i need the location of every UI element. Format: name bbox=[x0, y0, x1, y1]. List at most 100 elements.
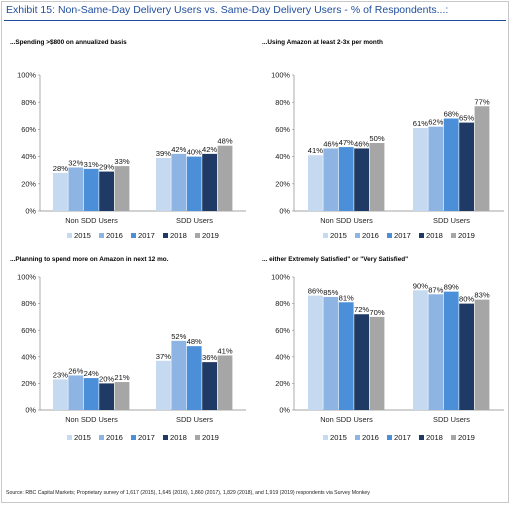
data-label: 41% bbox=[217, 346, 232, 355]
data-label: 21% bbox=[114, 373, 129, 382]
bar-2019-non-sdd bbox=[369, 316, 385, 410]
legend-swatch-2018 bbox=[163, 233, 168, 238]
data-label: 20% bbox=[99, 374, 114, 383]
y-tick-label: 20% bbox=[275, 179, 290, 188]
chart-title: ... either Extremely Satisfied" or "Very… bbox=[262, 256, 408, 263]
data-label: 89% bbox=[444, 283, 459, 292]
legend-label-2019: 2019 bbox=[202, 433, 219, 442]
bar-2018-sdd bbox=[459, 303, 474, 410]
legend-swatch-2016 bbox=[355, 233, 360, 238]
category-label: SDD Users bbox=[433, 216, 470, 225]
bar-2015-non-sdd bbox=[53, 379, 68, 410]
data-label: 46% bbox=[354, 139, 369, 148]
bar-2017-non-sdd bbox=[83, 378, 99, 410]
y-tick-label: 40% bbox=[275, 352, 290, 361]
data-label: 29% bbox=[99, 163, 114, 172]
chart-title: ...Planning to spend more on Amazon in n… bbox=[10, 256, 169, 263]
bar-2018-sdd bbox=[459, 122, 474, 211]
data-label: 46% bbox=[323, 139, 338, 148]
data-label: 65% bbox=[459, 114, 474, 123]
legend-swatch-2016 bbox=[99, 435, 104, 440]
legend-label-2015: 2015 bbox=[330, 433, 347, 442]
bar-2016-non-sdd bbox=[68, 375, 84, 410]
legend-label-2018: 2018 bbox=[426, 231, 443, 240]
chart-panel-3: ...Planning to spend more on Amazon in n… bbox=[10, 256, 246, 442]
legend-label-2016: 2016 bbox=[106, 433, 123, 442]
bar-2015-sdd bbox=[413, 128, 428, 211]
data-label: 42% bbox=[171, 145, 186, 154]
bar-2016-sdd bbox=[428, 126, 444, 211]
bar-2018-non-sdd bbox=[354, 148, 369, 211]
legend-label-2015: 2015 bbox=[74, 433, 91, 442]
bar-2017-non-sdd bbox=[338, 147, 354, 211]
data-label: 81% bbox=[339, 293, 354, 302]
legend-swatch-2019 bbox=[451, 435, 456, 440]
bar-2017-non-sdd bbox=[338, 302, 354, 410]
category-label: SDD Users bbox=[433, 415, 470, 424]
y-tick-label: 60% bbox=[275, 125, 290, 134]
bar-2018-sdd bbox=[202, 362, 217, 410]
bar-2015-non-sdd bbox=[308, 295, 323, 410]
bar-2016-non-sdd bbox=[68, 167, 84, 211]
data-label: 52% bbox=[171, 332, 186, 341]
legend-label-2019: 2019 bbox=[202, 231, 219, 240]
legend-label-2018: 2018 bbox=[170, 231, 187, 240]
legend-swatch-2017 bbox=[387, 435, 392, 440]
category-label: Non SDD Users bbox=[65, 415, 118, 424]
legend-label-2019: 2019 bbox=[458, 231, 475, 240]
bar-2017-non-sdd bbox=[83, 168, 99, 211]
data-label: 41% bbox=[308, 146, 323, 155]
data-label: 48% bbox=[187, 337, 202, 346]
category-label: SDD Users bbox=[176, 216, 213, 225]
data-label: 31% bbox=[84, 160, 99, 169]
y-tick-label: 80% bbox=[275, 98, 290, 107]
legend-swatch-2015 bbox=[67, 435, 72, 440]
data-label: 33% bbox=[114, 157, 129, 166]
category-label: SDD Users bbox=[176, 415, 213, 424]
bar-2018-non-sdd bbox=[99, 383, 114, 410]
legend-swatch-2017 bbox=[131, 435, 136, 440]
data-label: 42% bbox=[202, 145, 217, 154]
legend-label-2017: 2017 bbox=[394, 433, 411, 442]
legend-swatch-2018 bbox=[419, 233, 424, 238]
legend-label-2015: 2015 bbox=[330, 231, 347, 240]
bar-2018-non-sdd bbox=[99, 171, 114, 211]
bar-2019-sdd bbox=[217, 355, 233, 410]
legend-label-2016: 2016 bbox=[106, 231, 123, 240]
chart-title: ...Spending >$800 on annualized basis bbox=[10, 39, 127, 46]
data-label: 50% bbox=[369, 134, 384, 143]
data-label: 23% bbox=[53, 370, 68, 379]
y-tick-label: 40% bbox=[275, 152, 290, 161]
bar-2016-sdd bbox=[428, 294, 444, 410]
bar-2019-non-sdd bbox=[114, 166, 130, 211]
bar-2016-sdd bbox=[171, 340, 187, 410]
bar-2019-sdd bbox=[217, 145, 233, 211]
legend-swatch-2015 bbox=[323, 435, 328, 440]
bar-2017-sdd bbox=[186, 156, 202, 211]
legend-label-2018: 2018 bbox=[170, 433, 187, 442]
legend-label-2018: 2018 bbox=[426, 433, 443, 442]
data-label: 37% bbox=[156, 352, 171, 361]
bar-2016-sdd bbox=[171, 153, 187, 211]
legend-swatch-2018 bbox=[163, 435, 168, 440]
legend-label-2017: 2017 bbox=[138, 231, 155, 240]
exhibit-title: Exhibit 15: Non-Same-Day Delivery Users … bbox=[6, 4, 449, 16]
data-label: 47% bbox=[339, 138, 354, 147]
chart-panel-2: ...Using Amazon at least 2-3x per month 0… bbox=[262, 39, 504, 240]
bar-2019-non-sdd bbox=[114, 382, 130, 410]
bar-2019-non-sdd bbox=[369, 143, 385, 211]
bar-2015-sdd bbox=[413, 290, 428, 410]
y-tick-label: 20% bbox=[21, 379, 36, 388]
data-label: 87% bbox=[428, 285, 443, 294]
bar-2018-sdd bbox=[202, 153, 217, 211]
y-tick-label: 40% bbox=[21, 152, 36, 161]
chart-panel-1: ...Spending >$800 on annualized basis 0% 2… bbox=[10, 39, 246, 240]
y-tick-label: 60% bbox=[275, 326, 290, 335]
source-note: Source: RBC Capital Markets; Proprietary… bbox=[6, 490, 370, 496]
legend-swatch-2019 bbox=[451, 233, 456, 238]
legend-swatch-2019 bbox=[195, 233, 200, 238]
legend-swatch-2015 bbox=[67, 233, 72, 238]
y-tick-label: 80% bbox=[275, 299, 290, 308]
